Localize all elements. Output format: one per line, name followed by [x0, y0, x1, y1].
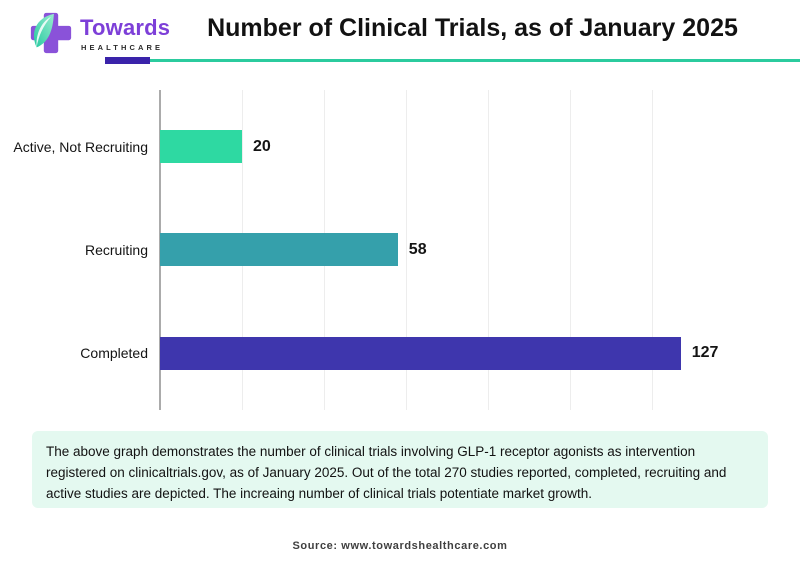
chart-gridline [488, 90, 489, 410]
logo-wordmark: Towards HEALTHCARE [80, 10, 171, 53]
value-label: 20 [253, 137, 271, 155]
page-title: Number of Clinical Trials, as of January… [207, 14, 738, 42]
caption-text: The above graph demonstrates the number … [46, 444, 727, 501]
header-rule-teal-line [150, 59, 800, 62]
chart-gridline [406, 90, 407, 410]
source-text: Source: www.towardshealthcare.com [292, 540, 508, 552]
bar-completed [160, 336, 681, 370]
category-label: Completed [80, 345, 148, 362]
chart-gridline [652, 90, 653, 410]
chart-gridline [570, 90, 571, 410]
logo-brand-text: Towards [80, 15, 171, 40]
category-label: Active, Not Recruiting [13, 138, 148, 155]
logo-subtitle-text: HEALTHCARE [81, 43, 164, 52]
bar-active-not-recruiting [160, 130, 242, 164]
caption-box: The above graph demonstrates the number … [32, 431, 768, 508]
category-label: Recruiting [84, 241, 148, 258]
bar-recruiting [160, 233, 398, 267]
value-label: 127 [691, 344, 719, 362]
towards-healthcare-logo: Towards HEALTHCARE [28, 10, 170, 56]
header-rule-purple-segment [105, 57, 150, 64]
value-label: 58 [408, 240, 427, 258]
cross-leaf-icon [30, 12, 72, 54]
